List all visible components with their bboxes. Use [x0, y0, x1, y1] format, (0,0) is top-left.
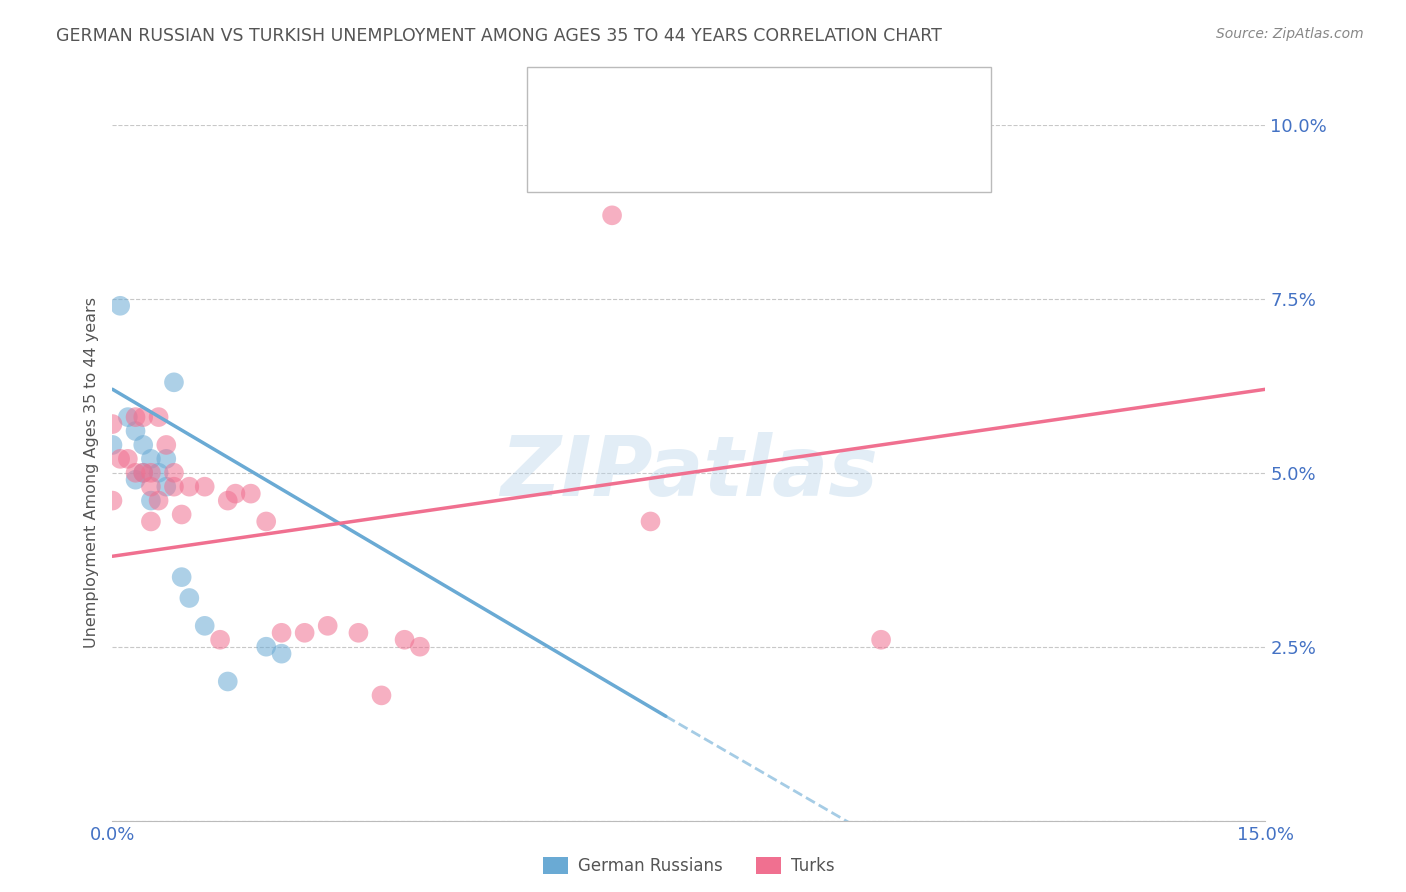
Point [139, 493, 162, 508]
Y-axis label: Unemployment Among Ages 35 to 44 years: Unemployment Among Ages 35 to 44 years [83, 297, 98, 648]
Text: R =: R = [598, 92, 631, 110]
Point [124, 424, 146, 438]
Point [179, 591, 201, 605]
Point [108, 451, 131, 466]
Point [347, 625, 370, 640]
Point [101, 417, 124, 431]
Text: GERMAN RUSSIAN VS TURKISH UNEMPLOYMENT AMONG AGES 35 TO 44 YEARS CORRELATION CHA: GERMAN RUSSIAN VS TURKISH UNEMPLOYMENT A… [56, 27, 942, 45]
Point [370, 689, 392, 703]
Point [155, 451, 177, 466]
Point [124, 473, 146, 487]
Point [640, 515, 662, 529]
Point [194, 619, 217, 633]
Point [254, 515, 277, 529]
Point [117, 410, 139, 425]
Point [294, 625, 316, 640]
Point [179, 480, 201, 494]
Point [139, 515, 162, 529]
Point [148, 410, 170, 425]
Point [117, 451, 139, 466]
Point [132, 466, 155, 480]
Point [870, 632, 893, 647]
Point [124, 466, 146, 480]
Point [270, 625, 292, 640]
Point [124, 410, 146, 425]
Point [101, 493, 124, 508]
Point [194, 480, 217, 494]
Point [409, 640, 432, 654]
Text: N =: N = [731, 148, 765, 166]
Point [132, 466, 155, 480]
Point [139, 451, 162, 466]
Point [239, 486, 262, 500]
Text: ZIPatlas: ZIPatlas [501, 433, 877, 513]
Point [163, 480, 186, 494]
Point [148, 466, 170, 480]
Point [217, 493, 239, 508]
Point [148, 493, 170, 508]
Point [108, 299, 131, 313]
Point [155, 438, 177, 452]
Point [209, 632, 232, 647]
Text: -0.497: -0.497 [644, 92, 702, 110]
Point [132, 410, 155, 425]
Text: 34: 34 [778, 148, 800, 166]
Point [132, 438, 155, 452]
Text: 19: 19 [778, 92, 800, 110]
Point [316, 619, 339, 633]
Point [394, 632, 416, 647]
Point [101, 438, 124, 452]
Legend: German Russians, Turks: German Russians, Turks [537, 850, 841, 882]
Point [139, 466, 162, 480]
Point [155, 480, 177, 494]
Text: Source: ZipAtlas.com: Source: ZipAtlas.com [1216, 27, 1364, 41]
Text: R =: R = [598, 148, 631, 166]
Point [170, 508, 193, 522]
Point [170, 570, 193, 584]
Text: N =: N = [731, 92, 765, 110]
Point [224, 486, 246, 500]
Point [217, 674, 239, 689]
Point [163, 466, 186, 480]
Text: 0.183: 0.183 [644, 148, 702, 166]
Point [139, 480, 162, 494]
Point [270, 647, 292, 661]
Point [163, 376, 186, 390]
Point [254, 640, 277, 654]
Point [600, 208, 623, 222]
